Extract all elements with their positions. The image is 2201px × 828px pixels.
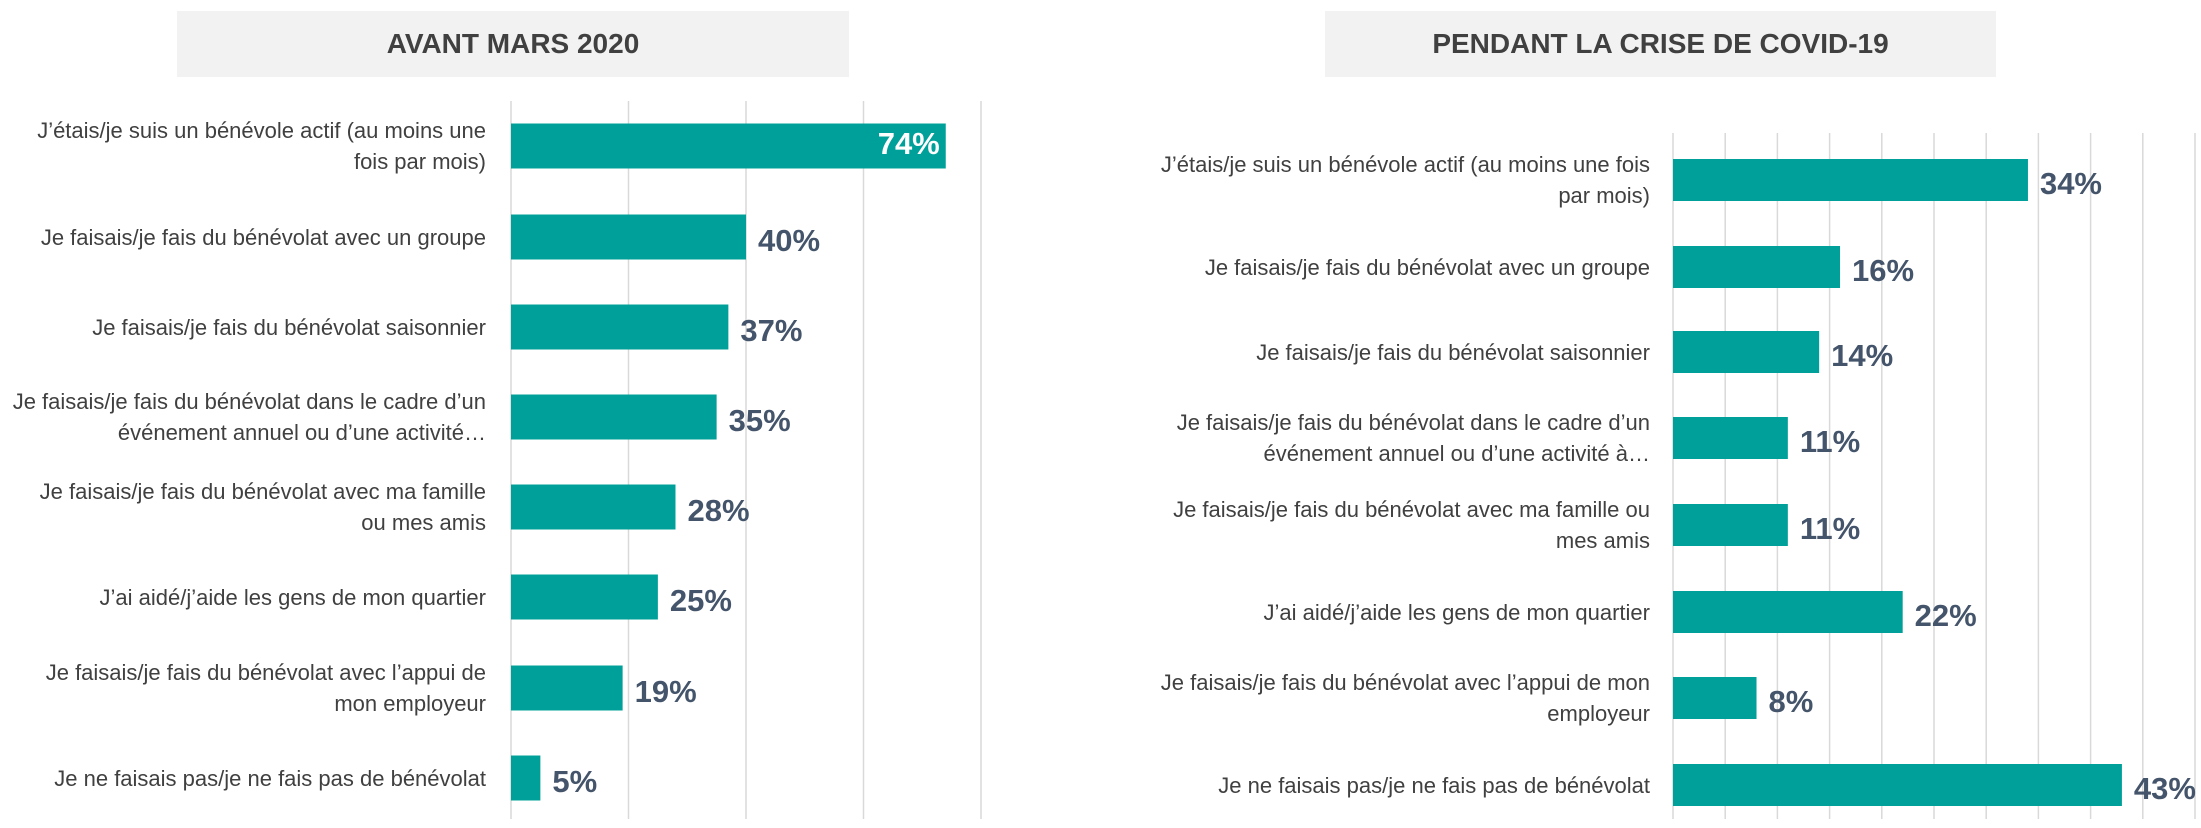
- data-label: 11%: [1800, 424, 1860, 459]
- bar: [1673, 504, 1788, 546]
- data-label: 19%: [635, 674, 697, 709]
- category-label: Je faisais/je fais du bénévolat avec ma …: [1173, 497, 1650, 553]
- data-label: 16%: [1852, 253, 1914, 288]
- data-label: 34%: [2040, 166, 2102, 201]
- data-label: 40%: [758, 223, 820, 258]
- category-label: J’étais/je suis un bénévole actif (au mo…: [1160, 152, 1650, 208]
- category-label: J’ai aidé/j’aide les gens de mon quartie…: [99, 584, 486, 610]
- bar: [511, 214, 746, 260]
- data-label: 8%: [1769, 684, 1814, 719]
- bar: [511, 394, 717, 440]
- category-label: Je faisais/je fais du bénévolat dans le …: [1176, 410, 1650, 466]
- category-label: Je faisais/je fais du bénévolat avec un …: [40, 224, 486, 250]
- data-label: 43%: [2134, 771, 2196, 806]
- bar: [1673, 246, 1841, 288]
- category-label: Je ne faisais pas/je ne fais pas de béné…: [1218, 772, 1650, 798]
- data-label: 28%: [688, 493, 750, 528]
- category-label: Je faisais/je fais du bénévolat avec l’a…: [1160, 670, 1650, 726]
- category-label: Je faisais/je fais du bénévolat avec ma …: [39, 479, 486, 535]
- bar: [511, 123, 946, 169]
- bar: [1673, 417, 1788, 459]
- data-label: 5%: [552, 764, 597, 799]
- data-label: 25%: [670, 583, 732, 618]
- bar: [1673, 677, 1757, 719]
- bar: [1673, 591, 1903, 633]
- bar: [511, 304, 729, 350]
- bar: [511, 665, 623, 711]
- bar: [511, 755, 541, 801]
- bar: [511, 574, 658, 620]
- category-label: J’étais/je suis un bénévole actif (au mo…: [37, 118, 486, 174]
- category-label: Je faisais/je fais du bénévolat saisonni…: [92, 314, 486, 340]
- chart-title: AVANT MARS 2020: [177, 11, 849, 77]
- category-label: Je faisais/je fais du bénévolat dans le …: [12, 389, 486, 445]
- data-label: 74%: [878, 126, 940, 161]
- bar: [1673, 764, 2122, 806]
- data-label: 11%: [1800, 511, 1860, 546]
- category-label: J’ai aidé/j’aide les gens de mon quartie…: [1263, 599, 1650, 625]
- bar: [1673, 331, 1820, 373]
- data-label: 14%: [1831, 338, 1893, 373]
- data-label: 22%: [1915, 598, 1977, 633]
- category-label: Je faisais/je fais du bénévolat avec un …: [1204, 254, 1650, 280]
- bar: [511, 484, 676, 530]
- category-label: Je ne faisais pas/je ne fais pas de béné…: [54, 765, 486, 791]
- category-label: Je faisais/je fais du bénévolat saisonni…: [1256, 339, 1650, 365]
- category-label: Je faisais/je fais du bénévolat avec l’a…: [45, 660, 486, 716]
- chart-title: PENDANT LA CRISE DE COVID-19: [1325, 11, 1996, 77]
- bar: [1673, 159, 2028, 201]
- data-label: 37%: [740, 313, 802, 348]
- data-label: 35%: [729, 403, 791, 438]
